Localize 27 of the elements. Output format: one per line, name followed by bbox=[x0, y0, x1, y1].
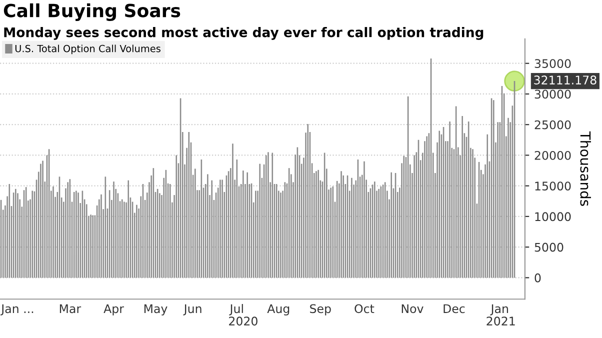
x-tick-label: May bbox=[144, 304, 168, 316]
chart-title: Call Buying Soars bbox=[4, 3, 180, 21]
text: 2020 bbox=[229, 316, 258, 326]
x-tick-label: Sep bbox=[310, 304, 331, 316]
text: 2021 bbox=[486, 316, 515, 326]
y-tick-label: 5000 bbox=[534, 242, 564, 252]
y-tick-label: 0 bbox=[534, 273, 541, 282]
x-tick-label: Apr bbox=[104, 304, 124, 316]
y-tick-label: 30000 bbox=[534, 90, 571, 99]
text: 32111.178 bbox=[534, 76, 596, 84]
x-tick-label: Mar bbox=[60, 304, 82, 314]
x-tick-label: Jun bbox=[183, 304, 202, 316]
chart-subtitle: Monday sees second most active day ever for call option trading bbox=[4, 27, 484, 40]
legend-label: U.S. Total Option Call Volumes bbox=[15, 44, 160, 54]
x-tick-label: Nov bbox=[402, 304, 424, 314]
y-tick-label: 35000 bbox=[534, 59, 571, 68]
x-tick-label: Dec bbox=[444, 304, 465, 314]
y-axis-title: Thousands bbox=[580, 131, 591, 206]
x-tick-label: Oct bbox=[354, 304, 374, 314]
y-tick-label: 15000 bbox=[535, 182, 571, 190]
y-tick-label: 20000 bbox=[534, 150, 571, 160]
x-tick-label: Jan bbox=[490, 304, 508, 316]
x-tick-label: Jul bbox=[229, 304, 243, 316]
x-tick-label: Jan ... bbox=[0, 304, 34, 316]
x-tick-label: Aug bbox=[267, 304, 290, 316]
y-tick-label: 25000 bbox=[534, 120, 571, 130]
y-tick-label: 10000 bbox=[535, 212, 571, 222]
